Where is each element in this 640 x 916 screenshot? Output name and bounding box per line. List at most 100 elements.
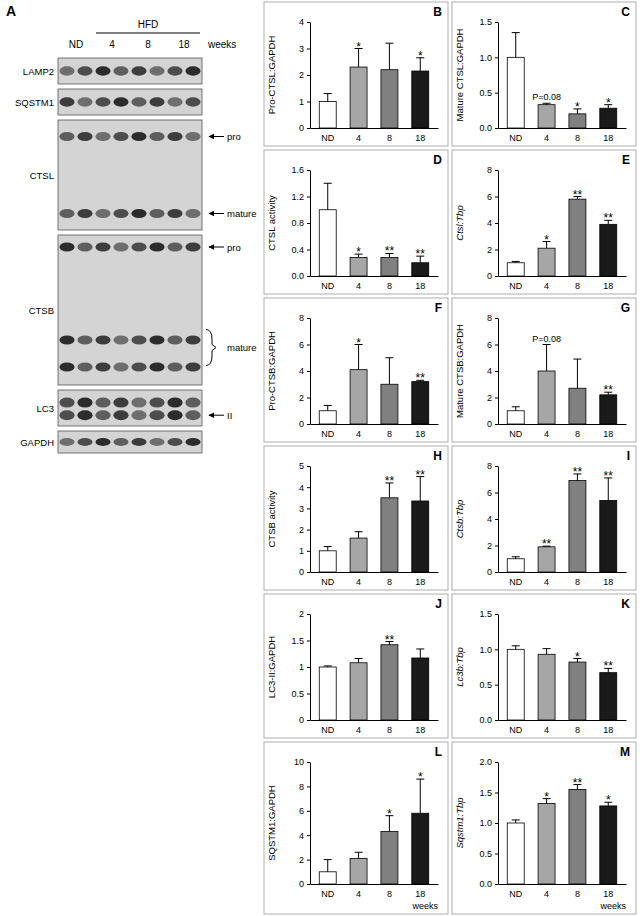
tick-label: 10 [294, 757, 304, 767]
tick: 8 [575, 276, 580, 291]
tick-mark [495, 793, 498, 794]
blot-row: SQSTM1 [15, 89, 202, 115]
tick-label: 4 [544, 725, 549, 735]
tick-label: 4 [544, 429, 549, 439]
error-bar [324, 183, 332, 210]
y-axis-title: SQSTM1:GAPDH [266, 785, 277, 861]
error-whisker [327, 860, 328, 872]
band-label: pro [227, 242, 241, 253]
tick-label: ND [509, 577, 522, 587]
tick-label: 2 [299, 70, 304, 80]
blot-band [95, 66, 110, 75]
tick: 0 [299, 123, 310, 133]
panel-label: L [435, 745, 442, 759]
blot-band [167, 97, 182, 106]
tick-mark [307, 786, 310, 787]
tick-label: 6 [299, 806, 304, 816]
tick: 1 [299, 546, 310, 556]
tick: 8 [299, 313, 310, 323]
blot-band [77, 132, 92, 141]
tick-label: 4 [356, 281, 361, 291]
tick-mark [495, 371, 498, 372]
band-arrow [209, 247, 224, 248]
tick-label: 18 [603, 889, 613, 899]
error-whisker [358, 659, 359, 663]
bar [538, 654, 555, 720]
blot-band [131, 243, 146, 252]
y-axis: 0246810 [294, 757, 311, 889]
blot-band [95, 438, 110, 446]
tick: 4 [544, 720, 549, 735]
blot-band [77, 410, 92, 420]
y-axis: 01234 [299, 17, 311, 133]
tick-label: 2 [487, 541, 492, 551]
y-axis: 02468 [487, 165, 499, 281]
tick-mark [495, 685, 498, 686]
tick-label: 0.0 [479, 123, 492, 133]
axis-line [310, 171, 311, 277]
tick-label: ND [509, 133, 522, 143]
error-cap [512, 32, 520, 33]
bar [350, 257, 367, 276]
tick-label: 8 [387, 889, 392, 899]
tick: 0.0 [291, 271, 310, 281]
error-bar [355, 532, 363, 538]
tick: 4 [544, 572, 549, 587]
axis-line [311, 276, 439, 277]
blot-band [131, 66, 146, 75]
blot-band [59, 438, 74, 446]
y-axis: 02468 [487, 313, 499, 429]
tick-label: 4 [544, 889, 549, 899]
tick-label: 18 [415, 281, 425, 291]
plot-area [319, 642, 428, 720]
tick-label: 6 [299, 340, 304, 350]
tick-label: ND [321, 133, 334, 143]
chart-panel: H012345ND4818CTSB activity**** [264, 446, 448, 590]
error-cap [512, 556, 520, 557]
tick-mark [495, 466, 498, 467]
bar [319, 102, 336, 129]
tick-label: 18 [415, 429, 425, 439]
timepoint-unit: weeks [207, 39, 236, 50]
band-label: pro [227, 131, 241, 142]
panel-frame [452, 2, 636, 146]
tick-mark [495, 318, 498, 319]
tick-label: 8 [387, 281, 392, 291]
blot-background [58, 431, 202, 453]
tick: 8 [575, 720, 580, 735]
annotation: ** [604, 383, 614, 397]
tick: 2 [299, 609, 310, 619]
panel-label: G [621, 301, 630, 315]
plot-area [507, 345, 616, 425]
tick: 0 [299, 879, 310, 889]
blot-band [167, 438, 182, 446]
panel-label: J [435, 597, 442, 611]
plot-area [319, 345, 428, 425]
blot-band [95, 132, 110, 141]
axis-line [310, 763, 311, 885]
annotation: * [606, 96, 611, 110]
tick-label: 1.2 [291, 192, 304, 202]
error-bar [385, 43, 393, 69]
tick-mark [495, 572, 498, 573]
x-axis: ND4818 [311, 128, 439, 143]
tick: 8 [299, 782, 310, 792]
error-cap [512, 819, 520, 820]
tick-label: 0 [299, 715, 304, 725]
annotation: ** [573, 188, 583, 202]
error-cap [512, 261, 520, 262]
blot-background [58, 235, 202, 385]
bar [412, 263, 429, 276]
axis-line [310, 467, 311, 573]
error-whisker [577, 359, 578, 388]
tick-mark [495, 398, 498, 399]
tick-label: 1.5 [291, 636, 304, 646]
tick-mark [495, 884, 498, 885]
tick-mark [307, 667, 310, 668]
annotation: ** [604, 659, 614, 673]
bar [600, 806, 617, 884]
panel-label: I [627, 449, 630, 463]
tick: 4 [487, 218, 498, 228]
error-whisker [420, 649, 421, 658]
tick-mark [307, 170, 310, 171]
